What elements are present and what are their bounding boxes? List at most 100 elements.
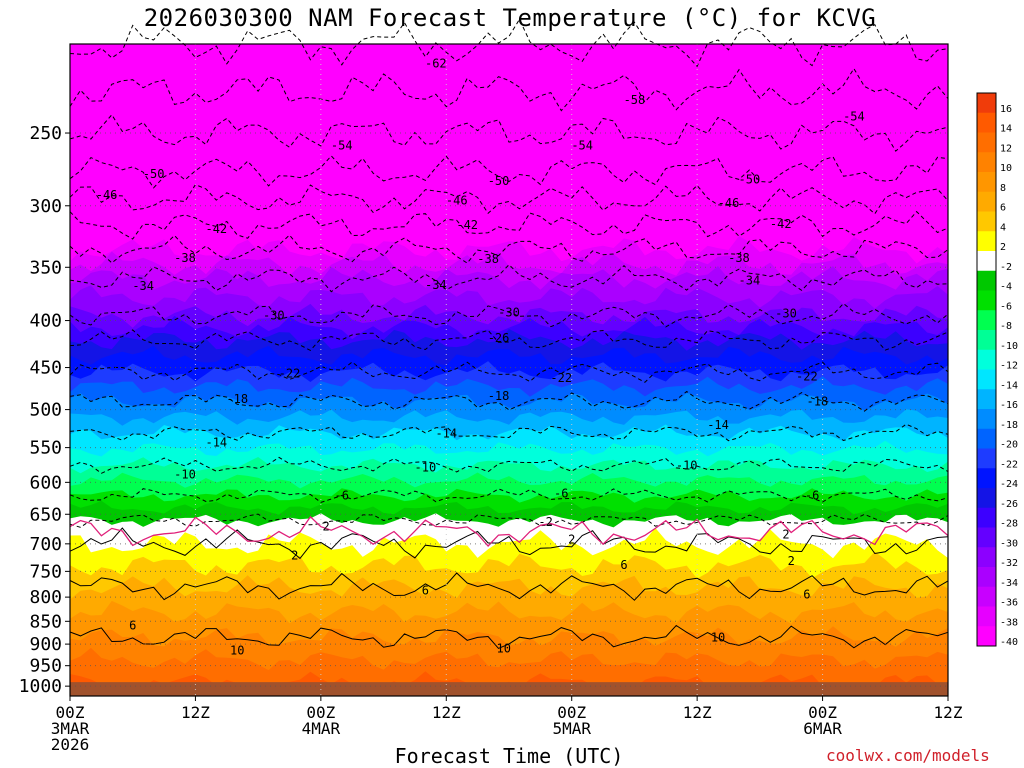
colorbar-swatch <box>977 547 996 568</box>
isotherm-line <box>69 210 949 240</box>
y-tick-label: 800 <box>29 587 62 608</box>
contour-label: -54 <box>843 110 865 124</box>
x-tick-year: 2026 <box>51 735 90 754</box>
x-tick-label: 12Z <box>934 703 963 722</box>
colorbar-label: -10 <box>1000 341 1018 352</box>
colorbar-swatch <box>977 330 996 351</box>
colorbar-swatch <box>977 606 996 627</box>
contour-label: -26 <box>488 331 510 345</box>
contour-label: -34 <box>739 274 761 288</box>
colorbar-swatch <box>977 290 996 311</box>
x-tick-label: 12Z <box>683 703 712 722</box>
colorbar-swatch <box>977 112 996 133</box>
y-tick-label: 250 <box>29 123 62 144</box>
contour-label: -38 <box>728 251 750 265</box>
contour-label: 2 <box>291 549 298 563</box>
contour-label: 2 <box>782 528 789 542</box>
colorbar-label: 6 <box>1000 203 1006 214</box>
contour-label: 2 <box>568 532 575 546</box>
colorbar-label: 2 <box>1000 242 1006 253</box>
isotherm-line <box>69 113 949 152</box>
colorbar-legend: 16 14 12 10 8 6 4 2 -2 -4 -6 -8 -10 -12 -14 -16 -18 -20 -2… <box>976 92 1018 648</box>
y-tick-label: 700 <box>29 534 62 555</box>
colorbar-swatch <box>977 270 996 291</box>
contour-label: -22 <box>550 371 572 385</box>
contour-label: -14 <box>707 418 729 432</box>
y-tick-label: 350 <box>29 257 62 278</box>
colorbar-swatch <box>977 448 996 469</box>
contour-label: 6 <box>129 619 136 633</box>
isotherm-line <box>69 234 949 264</box>
isotherm-line <box>69 183 949 215</box>
contour-label: 10 <box>497 642 511 656</box>
contour-label: -50 <box>488 174 510 188</box>
colorbar-label: -12 <box>1000 361 1018 372</box>
isotherm-line <box>69 513 949 528</box>
y-tick-label: 950 <box>29 656 62 677</box>
x-tick-label: 00Z <box>306 703 335 722</box>
x-tick-date: 3MAR <box>51 719 90 738</box>
colorbar-label: -2 <box>1000 262 1012 273</box>
contour-label: -54 <box>571 139 593 153</box>
y-tick-label: 1000 <box>19 676 62 697</box>
contour-label: -22 <box>796 369 818 383</box>
contour-label: -6 <box>554 486 568 500</box>
contour-label: -34 <box>425 278 447 292</box>
colorbar-label: -38 <box>1000 617 1018 628</box>
contour-label: -62 <box>425 56 447 70</box>
contour-label: -46 <box>96 188 118 202</box>
isotherm-line <box>69 390 949 412</box>
contour-label: -30 <box>775 307 797 321</box>
contour-label: -42 <box>205 222 227 236</box>
colorbar-swatch <box>977 586 996 607</box>
colorbar-frame <box>976 92 997 647</box>
colorbar-label: -22 <box>1000 459 1018 470</box>
colorbar-swatch <box>977 310 996 331</box>
y-tick-label: 850 <box>29 611 62 632</box>
isotherm-line <box>69 488 949 503</box>
contour-label: -10 <box>174 467 196 481</box>
colorbar-swatch <box>977 152 996 173</box>
colorbar-swatch <box>977 349 996 370</box>
isotherm-line <box>69 423 949 442</box>
contour-label: -34 <box>132 279 154 293</box>
colorbar-swatch <box>977 468 996 489</box>
colorbar-swatch <box>977 93 996 114</box>
contour-label: -58 <box>624 93 646 107</box>
contour-label: -38 <box>174 251 196 265</box>
contour-label: -22 <box>279 367 301 381</box>
x-tick-label: 00Z <box>557 703 586 722</box>
contour-label: 2 <box>788 554 795 568</box>
colorbar-swatch <box>977 567 996 588</box>
contour-label: 6 <box>422 584 429 598</box>
contour-label: -2 <box>538 515 552 529</box>
x-tick-label: 00Z <box>56 703 85 722</box>
isotherm-contours <box>69 18 949 650</box>
contour-label: -50 <box>739 173 761 187</box>
x-tick-date: 6MAR <box>803 719 842 738</box>
colorbar-swatch <box>977 231 996 252</box>
y-tick-label: 650 <box>29 504 62 525</box>
colorbar-swatch <box>977 409 996 430</box>
contour-label: -18 <box>226 392 248 406</box>
contour-label: -6 <box>335 488 349 502</box>
colorbar-label: -14 <box>1000 380 1018 391</box>
colorbar-swatch <box>977 428 996 449</box>
contour-label: 10 <box>711 630 725 644</box>
x-tick-date: 5MAR <box>552 719 591 738</box>
colorbar-label: -26 <box>1000 499 1018 510</box>
x-tick-label: 00Z <box>808 703 837 722</box>
colorbar-label: -16 <box>1000 400 1018 411</box>
ground <box>70 682 948 696</box>
colorbar-swatch <box>977 369 996 390</box>
colorbar-swatch <box>977 507 996 528</box>
colorbar-label: 8 <box>1000 183 1006 194</box>
y-tick-label: 450 <box>29 358 62 379</box>
x-tick-label: 12Z <box>432 703 461 722</box>
isotherm-line <box>69 361 949 383</box>
contour-label: -46 <box>446 193 468 207</box>
colorbar-label: -8 <box>1000 321 1012 332</box>
contour-label: 6 <box>803 588 810 602</box>
isotherm-line <box>69 456 949 474</box>
